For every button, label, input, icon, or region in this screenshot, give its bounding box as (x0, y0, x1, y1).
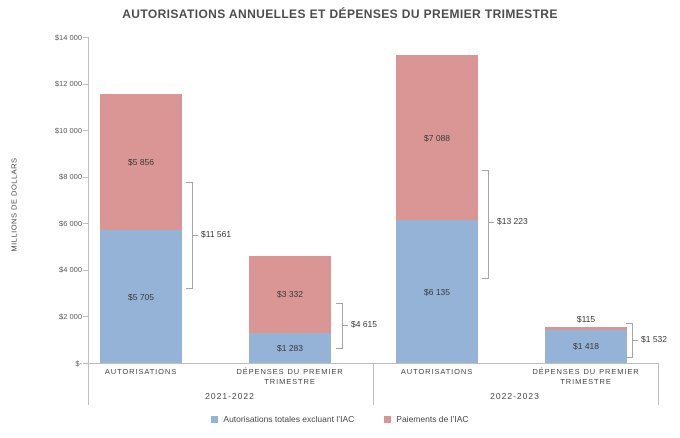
category-label: DÉPENSES DU PREMIER TRIMESTRE (236, 367, 344, 387)
total-label: $13 223 (497, 216, 528, 226)
data-label: $6 135 (424, 286, 450, 297)
bar-segment-paiements-iac: $5 856 (100, 93, 182, 231)
total-bracket (626, 323, 633, 324)
y-tick-mark (83, 269, 88, 271)
y-axis-title: MILLIONS DE DOLLARS (9, 157, 19, 252)
data-label: $5 856 (128, 156, 154, 167)
category-label: AUTORISATIONS (400, 367, 474, 376)
total-bracket (632, 323, 633, 357)
legend-item: Paiements de l’IAC (384, 414, 469, 424)
total-bracket (489, 222, 494, 223)
y-tick-label: $6 000 (59, 218, 82, 228)
total-label: $1 532 (641, 334, 667, 344)
total-bracket (192, 182, 193, 288)
total-bracket (488, 170, 489, 278)
chart-title: AUTORISATIONS ANNUELLES ET DÉPENSES DU P… (122, 7, 558, 21)
y-tick-label: $- (75, 358, 82, 368)
y-tick-mark (83, 363, 88, 364)
category-label: DÉPENSES DU PREMIER TRIMESTRE (532, 367, 640, 387)
data-label: $5 705 (128, 291, 154, 302)
total-bracket (193, 235, 198, 236)
bar-segment-paiements-iac: $3 332 (249, 255, 331, 334)
total-bracket (186, 288, 193, 289)
y-tick-label: $4 000 (59, 265, 82, 275)
legend-item: Autorisations totales excluant l’IAC (211, 414, 354, 424)
data-label: $1 283 (277, 343, 303, 354)
legend-label: Paiements de l’IAC (396, 414, 469, 424)
group-label: 2022-2023 (490, 391, 540, 401)
y-tick-label: $8 000 (59, 172, 82, 182)
legend-swatch-icon (384, 415, 392, 423)
group-separator (658, 363, 659, 405)
total-bracket (336, 303, 343, 304)
total-label: $11 561 (201, 229, 232, 239)
y-tick-label: $12 000 (54, 79, 82, 89)
y-tick-mark (83, 130, 88, 132)
data-label: $3 332 (277, 289, 303, 300)
total-bracket (626, 357, 633, 358)
group-label: 2021-2022 (205, 391, 255, 401)
y-tick-label: $14 000 (54, 32, 82, 42)
bar-segment-autorisations-excluant-iac: $1 418 (545, 329, 627, 363)
total-bracket (482, 278, 489, 279)
total-bracket (633, 340, 638, 341)
data-label: $115 (576, 314, 596, 325)
y-axis-line (88, 37, 89, 405)
total-bracket (343, 325, 348, 326)
bar-segment-paiements-iac (545, 327, 627, 330)
bar-segment-paiements-iac: $7 088 (396, 55, 478, 221)
group-separator (373, 363, 374, 405)
bar-segment-autorisations-excluant-iac: $1 283 (249, 333, 331, 363)
bar-segment-autorisations-excluant-iac: $5 705 (100, 230, 182, 363)
data-label: $1 418 (573, 341, 599, 352)
y-tick-mark (83, 37, 88, 38)
legend: Autorisations totales excluant l’IAC Paie… (0, 414, 680, 424)
total-label: $4 615 (351, 319, 377, 329)
total-bracket (336, 348, 343, 349)
y-tick-mark (83, 316, 88, 318)
y-tick-mark (83, 176, 88, 178)
total-bracket (186, 182, 193, 183)
y-tick-mark (83, 223, 88, 225)
legend-swatch-icon (211, 415, 219, 423)
total-bracket (482, 170, 489, 171)
total-bracket (342, 303, 343, 348)
legend-label: Autorisations totales excluant l’IAC (223, 414, 355, 424)
y-tick-mark (83, 83, 88, 85)
data-label: $7 088 (424, 132, 450, 143)
y-tick-label: $10 000 (54, 125, 82, 135)
y-tick-label: $2 000 (59, 311, 82, 321)
bar-segment-autorisations-excluant-iac: $6 135 (396, 220, 478, 363)
category-label: AUTORISATIONS (104, 367, 178, 376)
